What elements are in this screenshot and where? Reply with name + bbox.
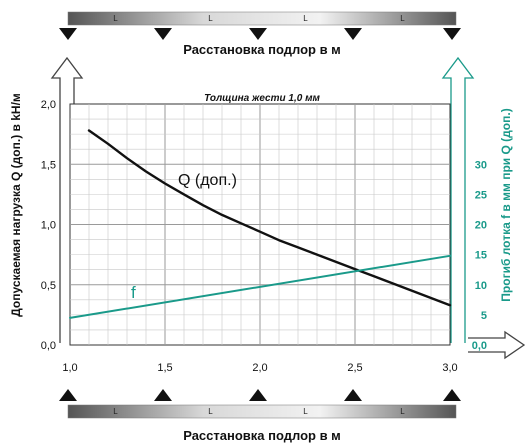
- right-axis-arrow: [441, 56, 475, 343]
- series-label-f: f: [131, 283, 136, 302]
- y-tick-label-left: 1,5: [41, 159, 56, 171]
- x-tick-label: 1,5: [157, 362, 172, 374]
- span-label: L: [208, 14, 213, 23]
- x-tick-label: 1,0: [62, 362, 77, 374]
- support-triangle: [443, 28, 461, 40]
- series-line-q: [87, 129, 452, 307]
- grid: [70, 104, 450, 345]
- support-triangle: [154, 28, 172, 40]
- span-label: L: [303, 407, 308, 416]
- span-label: L: [208, 407, 213, 416]
- bottom-beam-caption: Расстановка подлор в м: [183, 428, 341, 443]
- x-tick-label: 2,0: [252, 362, 267, 374]
- y-tick-labels-right: 0,0 5 10 15 20 25 30: [472, 159, 487, 352]
- span-label: L: [113, 14, 118, 23]
- y-axis-right-label: Прогиб лотка f в мм при Q (доп.): [499, 108, 513, 301]
- y-tick-labels-left: 0,0 0,5 1,0 1,5 2,0: [41, 99, 56, 352]
- support-triangle: [344, 389, 362, 401]
- y-tick-label-right: 5: [481, 310, 487, 322]
- y-tick-label-left: 0,0: [41, 340, 56, 352]
- y-tick-label-right: 30: [475, 159, 487, 171]
- y-tick-label-right: 15: [475, 250, 487, 262]
- bottom-beam: [67, 404, 457, 419]
- support-triangle: [249, 28, 267, 40]
- support-triangle: [344, 28, 362, 40]
- series-line-f: [69, 254, 451, 319]
- x-tick-label: 2,5: [347, 362, 362, 374]
- top-beam-caption: Расстановка подлор в м: [183, 42, 341, 57]
- x-tick-label: 3,0: [442, 362, 457, 374]
- y-tick-label-left: 0,5: [41, 280, 56, 292]
- span-label: L: [303, 14, 308, 23]
- support-triangle: [249, 389, 267, 401]
- series-layer: [69, 129, 452, 319]
- x-tick-labels: 1,0 1,5 2,0 2,5 3,0: [62, 362, 457, 374]
- chart-title: Толщина жести 1,0 мм: [204, 93, 320, 104]
- y-tick-label-right: 25: [475, 189, 487, 201]
- span-label: L: [400, 407, 405, 416]
- top-beam: [67, 11, 457, 26]
- y-tick-label-left: 1,0: [41, 220, 56, 232]
- y-tick-label-left: 2,0: [41, 99, 56, 111]
- span-label: L: [113, 407, 118, 416]
- support-triangle: [154, 389, 172, 401]
- series-label-q: Q (доп.): [178, 172, 237, 189]
- y-tick-label-right: 0,0: [472, 340, 487, 352]
- x-axis-arrow: [468, 330, 526, 360]
- support-triangle: [59, 389, 77, 401]
- y-tick-label-right: 10: [475, 280, 487, 292]
- span-label: L: [400, 14, 405, 23]
- support-triangle: [443, 389, 461, 401]
- y-tick-label-right: 20: [475, 220, 487, 232]
- left-axis-arrow: [50, 56, 84, 343]
- support-triangle: [59, 28, 77, 40]
- y-axis-left-label: Допускаемая нагрузка Q (доп.) в kH/м: [9, 93, 23, 317]
